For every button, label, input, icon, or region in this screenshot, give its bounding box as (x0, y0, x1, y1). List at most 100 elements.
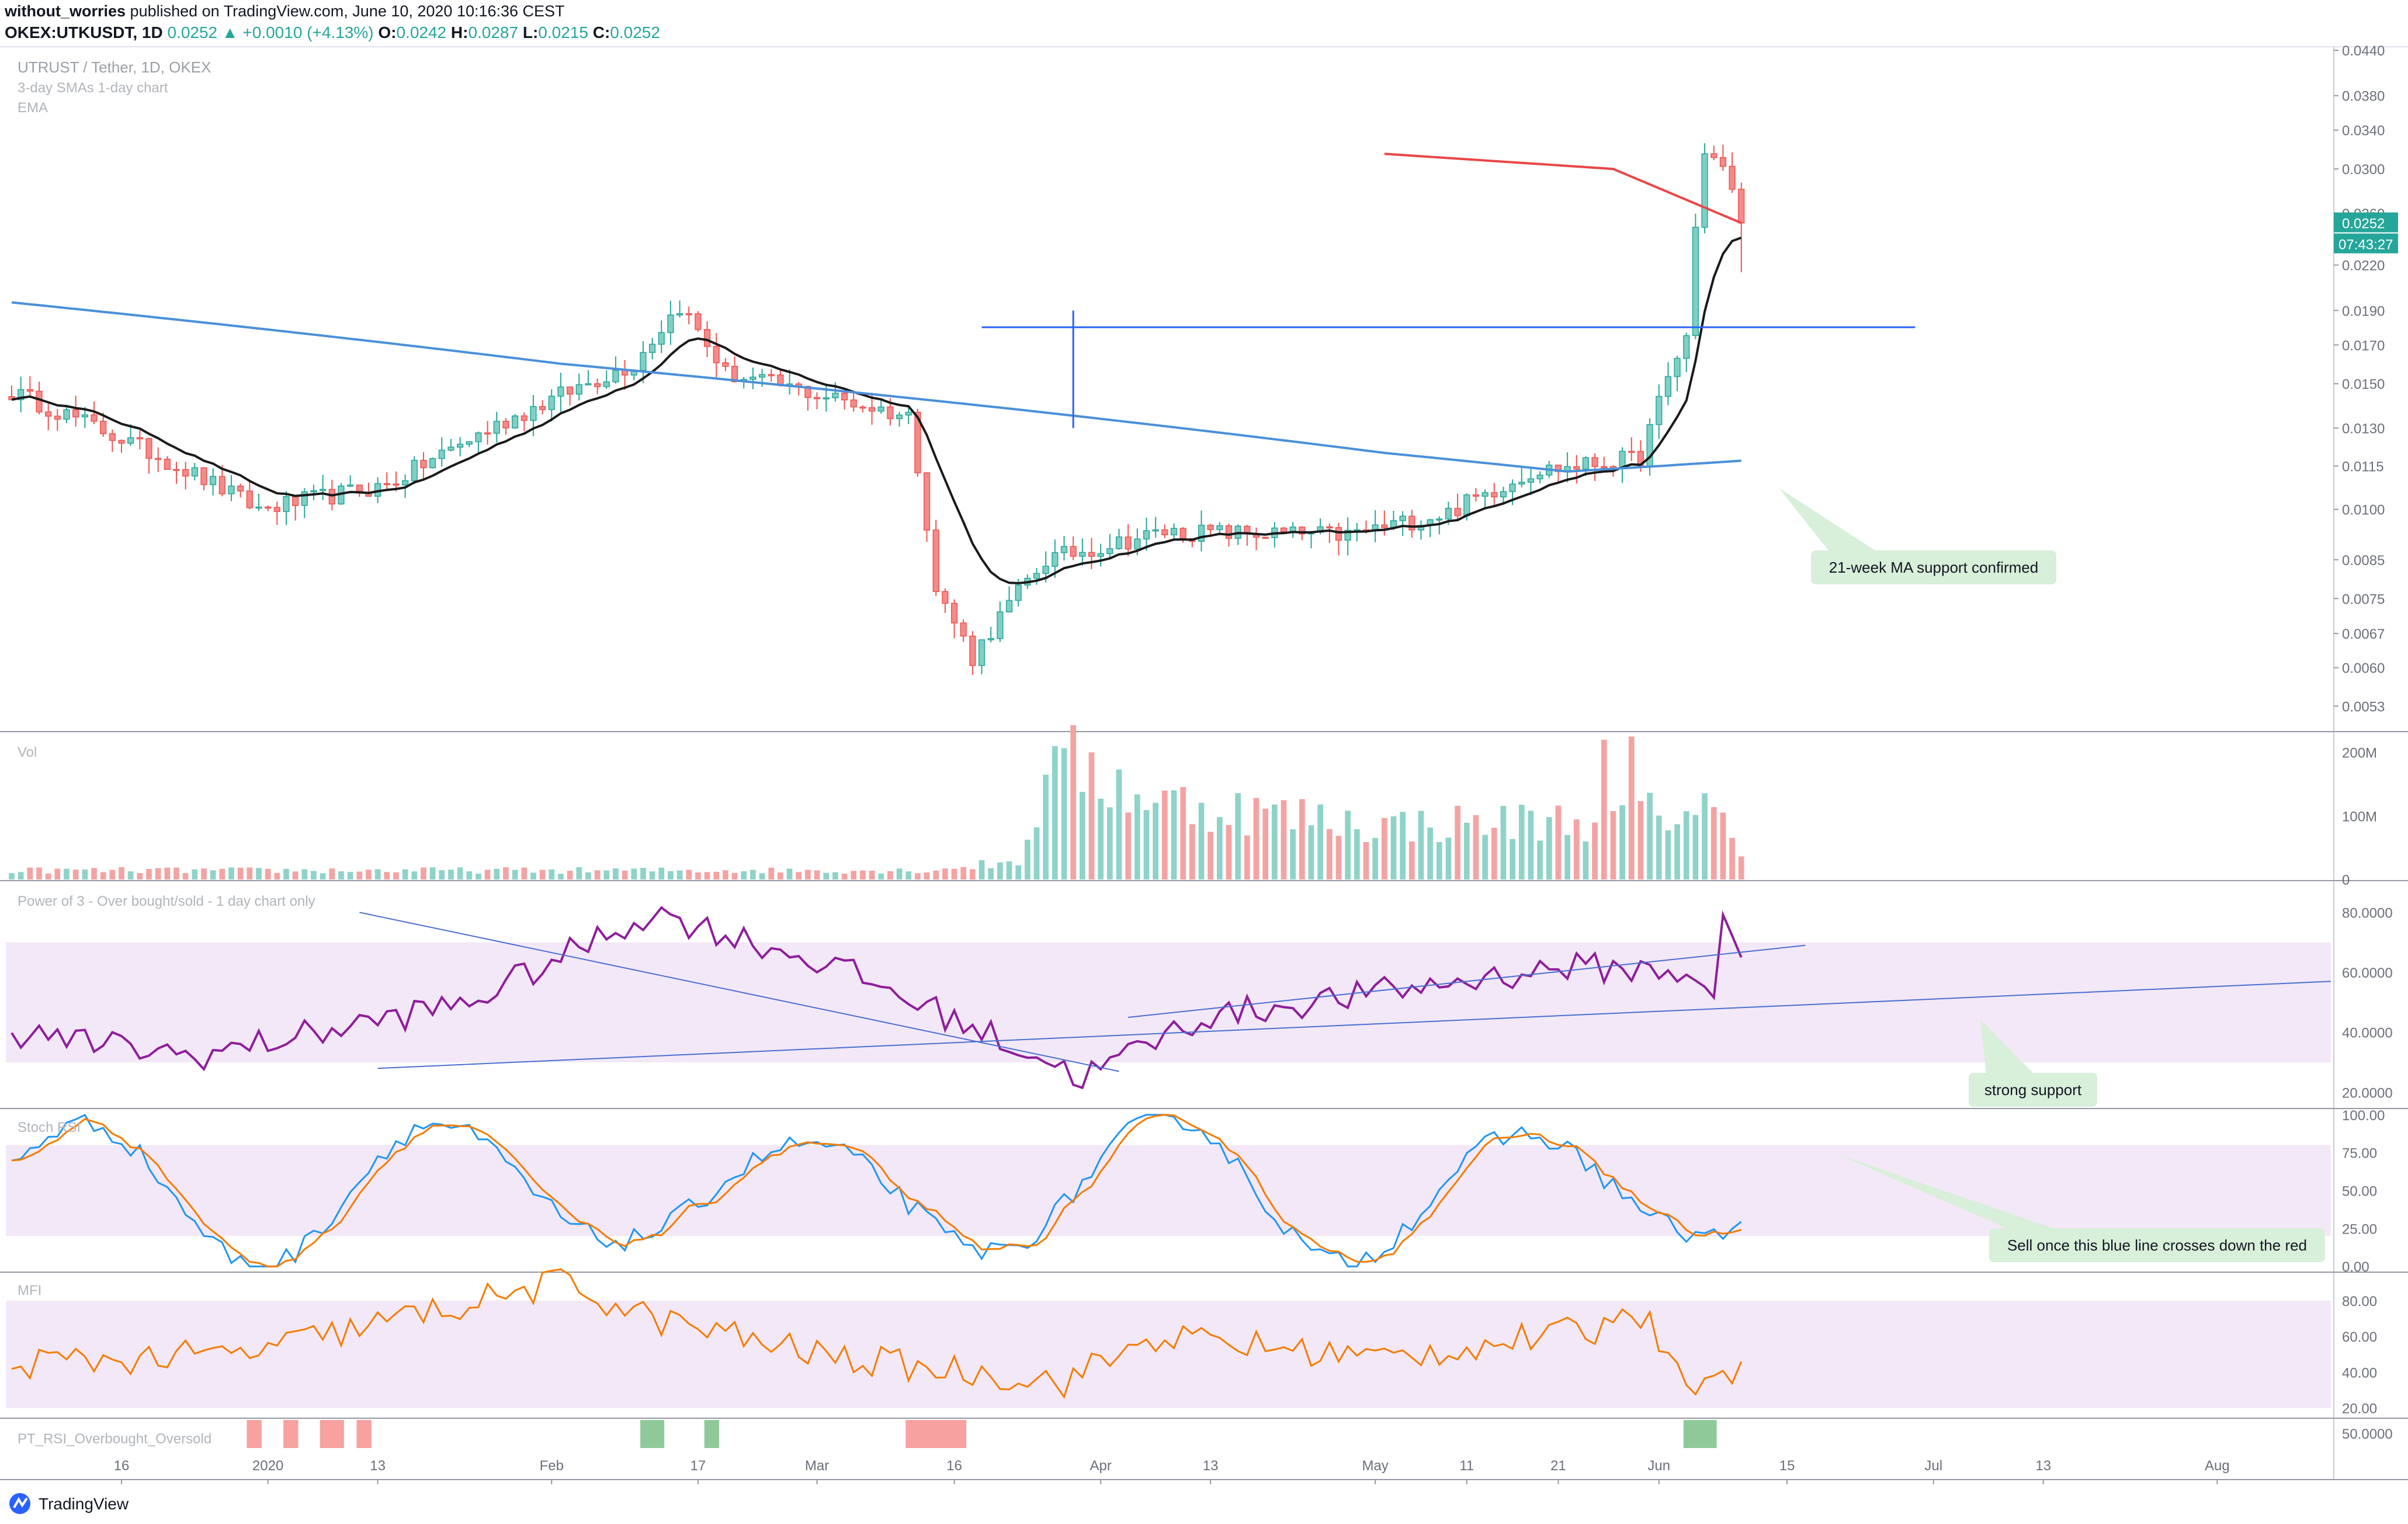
main-legend-title: UTRUST / Tether, 1D, OKEX (18, 58, 211, 76)
candle (1491, 492, 1498, 498)
candle (18, 389, 25, 400)
time-tick-label: 2020 (252, 1458, 283, 1474)
volume-bar (1710, 807, 1717, 879)
author-name[interactable]: without_worries (5, 2, 126, 20)
volume-bar (1171, 790, 1177, 879)
close-label: C: (592, 23, 610, 41)
stochrsi-tick-label: 75.00 (2342, 1146, 2377, 1162)
time-tick-label: Apr (1090, 1458, 1111, 1474)
candle (648, 344, 656, 353)
tradingview-logo[interactable]: TradingView (9, 1493, 129, 1514)
candle (320, 489, 327, 491)
stochrsi-k-line (11, 1114, 1742, 1267)
candle (347, 484, 354, 487)
candle (1692, 227, 1699, 337)
volume-bar (1518, 805, 1525, 879)
candle (1527, 478, 1535, 483)
volume-bar (439, 870, 445, 879)
volume-bar (1400, 812, 1406, 879)
last-price-tag-label: 0.0252 (2342, 216, 2385, 232)
ptrsi-pane-title: PT_RSI_Overbought_Oversold (18, 1431, 211, 1447)
candle (887, 406, 894, 420)
time-tick-label: Aug (2205, 1458, 2230, 1474)
candle (237, 486, 244, 491)
ptrsi-event-bar (283, 1420, 299, 1448)
volume-bar (997, 862, 1003, 879)
volume-bar (1537, 840, 1543, 879)
candle (1454, 508, 1461, 517)
candle (841, 393, 848, 401)
volume-bar (374, 869, 381, 879)
candle (1070, 546, 1077, 557)
candle (1326, 526, 1333, 529)
open-value: 0.0242 (396, 23, 447, 41)
candle (978, 639, 986, 666)
volume-bar (695, 872, 701, 879)
publish-info: published on TradingView.com, June 10, 2… (130, 2, 565, 20)
volume-bar (1463, 822, 1470, 879)
power3-tick-label: 20.0000 (2342, 1085, 2393, 1101)
sell-note-callout-pointer (1837, 1154, 2053, 1228)
volume-bar (512, 870, 518, 879)
strong-support-callout-text: strong support (1984, 1081, 2082, 1099)
annotations: 21-week MA support confirmed strong suppo… (1779, 488, 2325, 1262)
time-tick-label: Mar (805, 1458, 829, 1474)
volume-bar (1729, 837, 1735, 879)
power3-tick-label: 80.0000 (2342, 905, 2393, 921)
stochrsi-tick-label: 25.00 (2342, 1221, 2377, 1237)
volume-bar (1262, 808, 1269, 879)
volume-bar (539, 870, 546, 879)
stochrsi-tick-label: 50.00 (2342, 1184, 2377, 1200)
volume-bar (741, 871, 747, 879)
candle (273, 507, 280, 512)
volume-bar (1692, 815, 1699, 879)
candle (1125, 536, 1132, 550)
candle (1207, 525, 1214, 531)
candle (484, 432, 491, 435)
candle (758, 374, 766, 378)
candle (566, 386, 574, 395)
candle (1729, 165, 1736, 190)
strong-support-callout-box[interactable] (1969, 1073, 2097, 1107)
ma-support-callout-box[interactable] (1811, 550, 2056, 584)
volume-bar (631, 868, 637, 879)
price-tick-label: 0.0340 (2342, 123, 2385, 139)
volume-bar (1335, 836, 1342, 879)
candle (200, 467, 207, 486)
volume-bar (1738, 856, 1744, 879)
power3-pane-title: Power of 3 - Over bought/sold - 1 day ch… (18, 893, 315, 909)
volume-bar (292, 871, 299, 879)
volume-bar (494, 868, 500, 879)
candle (246, 490, 253, 508)
power3-trendline-rising (1128, 944, 1806, 1018)
candle (1115, 536, 1123, 549)
volume-bar (778, 872, 783, 879)
volume-bar (549, 869, 555, 879)
candle (383, 483, 390, 486)
volume-bar (429, 867, 436, 879)
volume-bar (503, 867, 509, 879)
volume-bar (274, 872, 280, 879)
candle (1500, 491, 1507, 498)
volume-bar (1345, 811, 1351, 879)
candle (155, 458, 162, 460)
candle (832, 393, 839, 399)
volume-bar (1702, 793, 1708, 879)
volume-bar (182, 873, 189, 879)
mfi-tick-label: 20.00 (2342, 1401, 2377, 1417)
volume-bar (1390, 816, 1397, 879)
time-tick-label: Jul (1924, 1458, 1942, 1474)
volume-bar (1381, 818, 1387, 879)
volume-bar (1510, 839, 1515, 879)
candle (868, 407, 876, 412)
volume-bar (1006, 861, 1012, 879)
candle (1656, 396, 1663, 425)
mfi-tick-label: 40.00 (2342, 1365, 2377, 1381)
candle (1262, 536, 1269, 539)
sell-note-callout-box[interactable] (1989, 1228, 2325, 1262)
high-value: 0.0287 (468, 23, 519, 41)
volume-tick-label: 200M (2342, 746, 2377, 761)
price-tick-label: 0.0085 (2342, 553, 2385, 569)
volume-bar (640, 868, 646, 879)
